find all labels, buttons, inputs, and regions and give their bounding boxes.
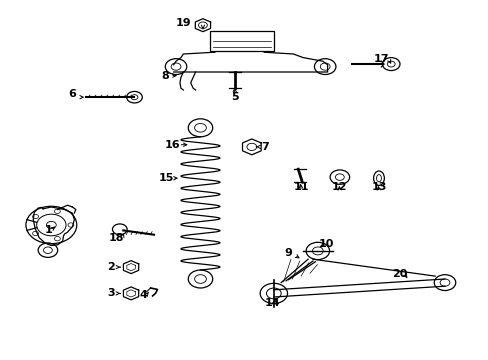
Text: 9: 9 (284, 248, 292, 258)
Ellipse shape (376, 175, 381, 182)
Polygon shape (195, 19, 210, 32)
Text: 13: 13 (370, 182, 386, 192)
Text: 18: 18 (108, 233, 124, 243)
Text: 4: 4 (139, 290, 147, 300)
Text: 12: 12 (331, 182, 347, 192)
Text: 7: 7 (261, 142, 268, 152)
Text: 16: 16 (164, 140, 180, 150)
Ellipse shape (373, 171, 384, 185)
Polygon shape (126, 290, 135, 297)
Polygon shape (123, 287, 139, 300)
Text: 5: 5 (230, 92, 238, 102)
Text: 14: 14 (264, 298, 280, 308)
Text: 15: 15 (158, 173, 174, 183)
Text: 10: 10 (318, 239, 334, 249)
Text: 8: 8 (161, 71, 169, 81)
Text: 20: 20 (391, 269, 407, 279)
Text: 11: 11 (293, 182, 308, 192)
Polygon shape (33, 207, 74, 246)
Text: 6: 6 (68, 89, 76, 99)
Text: 19: 19 (175, 18, 191, 28)
Text: 3: 3 (107, 288, 115, 298)
Polygon shape (242, 139, 261, 155)
Bar (210, 31, 273, 51)
Text: 2: 2 (107, 262, 115, 272)
Text: 1: 1 (45, 225, 53, 235)
Polygon shape (123, 261, 139, 274)
Text: 17: 17 (373, 54, 388, 64)
Polygon shape (126, 264, 135, 271)
Polygon shape (173, 43, 327, 72)
